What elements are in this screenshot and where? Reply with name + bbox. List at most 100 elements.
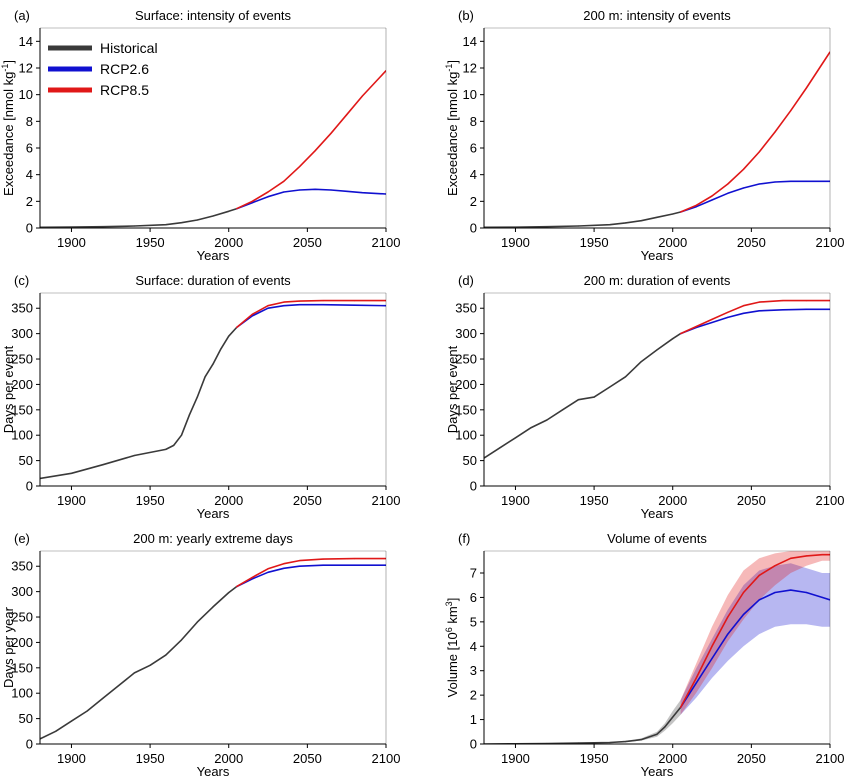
x-tick-label: 2050 bbox=[737, 235, 766, 250]
y-tick-label: 300 bbox=[11, 584, 33, 599]
data-point-rcp85 bbox=[758, 151, 760, 153]
y-tick-label: 0 bbox=[470, 221, 477, 236]
panel-f: (f) Volume of events 0 1 2 3 4 5 6 7 1900 1950 2000 2… bbox=[444, 531, 844, 776]
y-tick-label: 4 bbox=[470, 167, 477, 182]
y-axis-label: Exceedance [nmol kg-1] bbox=[0, 60, 16, 196]
data-point-rcp85 bbox=[353, 300, 356, 302]
x-tick-label: 2050 bbox=[293, 235, 322, 250]
y-tick-label: 200 bbox=[11, 635, 33, 650]
data-point-historical bbox=[165, 448, 167, 450]
x-tick-label: 2000 bbox=[658, 235, 687, 250]
y-tick-label: 50 bbox=[19, 711, 33, 726]
data-point-historical bbox=[624, 222, 627, 224]
panel-title: Volume of events bbox=[607, 531, 707, 546]
data-point-historical bbox=[55, 730, 57, 732]
x-axis-label: Years bbox=[641, 506, 674, 521]
panel-b: (b) 200 m: intensity of events 0 2 4 6 8 10 12 14… bbox=[444, 8, 844, 263]
data-point-rcp26 bbox=[805, 591, 808, 594]
x-tick-label: 1950 bbox=[580, 235, 609, 250]
y-axis-label-part: km bbox=[445, 606, 460, 627]
plot-area bbox=[40, 299, 386, 480]
data-point-historical bbox=[102, 464, 104, 466]
data-point-historical bbox=[212, 215, 214, 217]
x-tick-label: 2050 bbox=[293, 751, 322, 766]
series-line-rcp85 bbox=[236, 299, 386, 329]
x-axis-label: Years bbox=[197, 506, 230, 521]
data-point-historical bbox=[196, 219, 198, 221]
data-point-rcp85 bbox=[742, 305, 745, 307]
y-tick-label: 1 bbox=[470, 712, 477, 727]
data-point-rcp26 bbox=[742, 312, 745, 314]
data-point-rcp26 bbox=[758, 310, 760, 312]
y-tick-label: 100 bbox=[11, 428, 33, 443]
data-point-rcp26 bbox=[821, 596, 823, 599]
y-tick-label: 0 bbox=[26, 221, 33, 236]
y-tick-label: 300 bbox=[455, 326, 477, 341]
data-point-historical bbox=[188, 414, 190, 416]
series-line-historical bbox=[484, 332, 682, 459]
data-point-rcp85 bbox=[361, 95, 363, 97]
series-line-historical bbox=[484, 211, 681, 228]
x-tick-label: 1900 bbox=[57, 235, 86, 250]
data-point-rcp85 bbox=[283, 563, 285, 565]
data-point-historical bbox=[609, 386, 611, 388]
y-tick-label: 0 bbox=[26, 737, 33, 752]
band-rcp26 bbox=[680, 563, 830, 715]
data-point-rcp85 bbox=[314, 150, 316, 152]
series-line-rcp26 bbox=[680, 180, 830, 213]
data-point-historical bbox=[133, 454, 135, 457]
data-point-rcp26 bbox=[298, 304, 301, 306]
x-axis-label: Years bbox=[197, 764, 230, 776]
data-point-historical bbox=[577, 399, 580, 401]
y-tick-label: 8 bbox=[470, 114, 477, 129]
data-point-historical bbox=[149, 664, 151, 666]
data-point-rcp26 bbox=[758, 183, 760, 185]
data-point-rcp85 bbox=[805, 300, 808, 302]
band-rcp85 bbox=[680, 551, 830, 715]
data-point-rcp85 bbox=[680, 706, 682, 709]
data-point-rcp26 bbox=[298, 189, 301, 191]
y-tick-label: 100 bbox=[11, 686, 33, 701]
data-point-historical bbox=[656, 733, 658, 735]
data-point-rcp85 bbox=[283, 301, 285, 303]
x-tick-label: 2100 bbox=[372, 751, 401, 766]
data-point-rcp26 bbox=[267, 571, 269, 573]
data-point-rcp85 bbox=[353, 558, 356, 560]
data-point-historical bbox=[70, 472, 73, 474]
data-point-rcp26 bbox=[727, 633, 729, 635]
data-point-rcp85 bbox=[298, 300, 301, 302]
data-point-rcp85 bbox=[298, 560, 301, 562]
data-point-historical bbox=[499, 447, 501, 449]
data-point-rcp85 bbox=[742, 591, 745, 594]
y-axis-label: Days per year bbox=[1, 606, 16, 688]
data-point-rcp26 bbox=[774, 591, 776, 594]
data-point-historical bbox=[196, 621, 198, 623]
data-point-historical bbox=[640, 739, 642, 741]
y-axis-label-part: 3 bbox=[444, 601, 454, 606]
series-line-historical bbox=[40, 326, 238, 480]
data-point-rcp85 bbox=[680, 333, 682, 335]
x-tick-label: 2050 bbox=[737, 751, 766, 766]
data-point-historical bbox=[514, 437, 517, 439]
plot-area bbox=[40, 557, 386, 740]
data-point-rcp85 bbox=[267, 568, 269, 570]
series-line-historical bbox=[484, 706, 682, 744]
y-tick-label: 6 bbox=[470, 141, 477, 156]
data-point-rcp26 bbox=[711, 321, 713, 324]
data-point-rcp85 bbox=[821, 554, 823, 556]
data-point-historical bbox=[180, 434, 183, 436]
data-point-rcp26 bbox=[361, 192, 363, 194]
y-tick-label: 14 bbox=[463, 34, 477, 49]
x-tick-label: 2000 bbox=[658, 493, 687, 508]
band-historical bbox=[484, 700, 681, 744]
data-point-rcp85 bbox=[727, 311, 729, 313]
data-point-rcp85 bbox=[695, 204, 697, 206]
y-tick-label: 12 bbox=[19, 61, 33, 76]
data-point-rcp26 bbox=[251, 202, 253, 204]
data-point-rcp85 bbox=[267, 305, 269, 307]
y-tick-label: 300 bbox=[11, 326, 33, 341]
series-line-rcp85 bbox=[680, 51, 830, 213]
panel-d: (d) 200 m: duration of events 0 50 100 150 200… bbox=[445, 273, 844, 521]
panel-label: (f) bbox=[458, 531, 470, 546]
panel-label: (e) bbox=[14, 531, 30, 546]
